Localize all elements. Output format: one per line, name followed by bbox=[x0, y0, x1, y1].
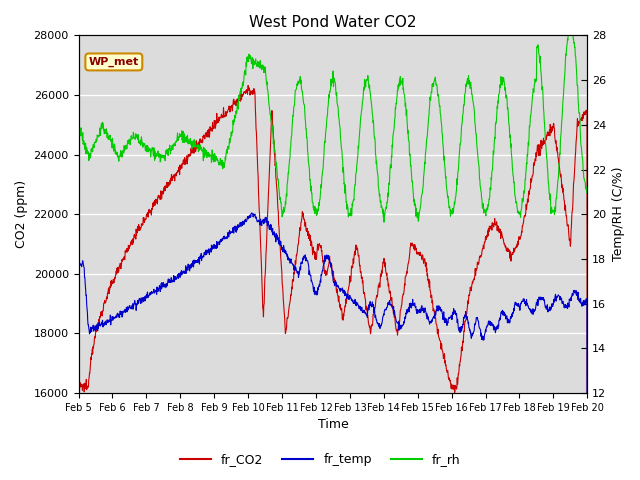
fr_CO2 bbox=[524, 200, 531, 206]
fr_CO2 bbox=[175, 168, 183, 174]
fr_rh bbox=[524, 152, 531, 157]
Title: West Pond Water CO2: West Pond Water CO2 bbox=[249, 15, 417, 30]
fr_temp bbox=[244, 216, 252, 221]
Legend: fr_CO2, fr_temp, fr_rh: fr_CO2, fr_temp, fr_rh bbox=[175, 448, 465, 471]
fr_rh bbox=[412, 213, 420, 219]
fr_rh bbox=[75, 126, 83, 132]
fr_CO2 bbox=[479, 246, 486, 252]
fr_rh bbox=[584, 183, 591, 189]
fr_temp bbox=[479, 336, 486, 342]
X-axis label: Time: Time bbox=[317, 419, 348, 432]
fr_rh bbox=[567, 20, 575, 26]
fr_temp bbox=[175, 274, 183, 279]
fr_temp bbox=[188, 261, 195, 266]
Y-axis label: CO2 (ppm): CO2 (ppm) bbox=[15, 180, 28, 248]
fr_rh bbox=[244, 59, 252, 64]
Y-axis label: Temp/RH (C/%): Temp/RH (C/%) bbox=[612, 167, 625, 262]
fr_temp bbox=[524, 300, 531, 306]
fr_temp bbox=[75, 261, 83, 266]
fr_CO2 bbox=[188, 150, 195, 156]
fr_rh bbox=[175, 134, 183, 140]
fr_temp bbox=[248, 210, 255, 216]
fr_rh bbox=[479, 205, 486, 211]
Line: fr_CO2: fr_CO2 bbox=[79, 85, 588, 480]
fr_CO2 bbox=[412, 247, 420, 252]
fr_CO2 bbox=[245, 87, 253, 93]
fr_rh bbox=[380, 219, 388, 225]
Line: fr_rh: fr_rh bbox=[79, 23, 588, 222]
fr_CO2 bbox=[244, 83, 252, 88]
Text: WP_met: WP_met bbox=[89, 57, 139, 67]
Line: fr_temp: fr_temp bbox=[79, 213, 588, 480]
fr_temp bbox=[412, 304, 420, 310]
fr_CO2 bbox=[75, 385, 83, 391]
fr_rh bbox=[188, 146, 195, 152]
